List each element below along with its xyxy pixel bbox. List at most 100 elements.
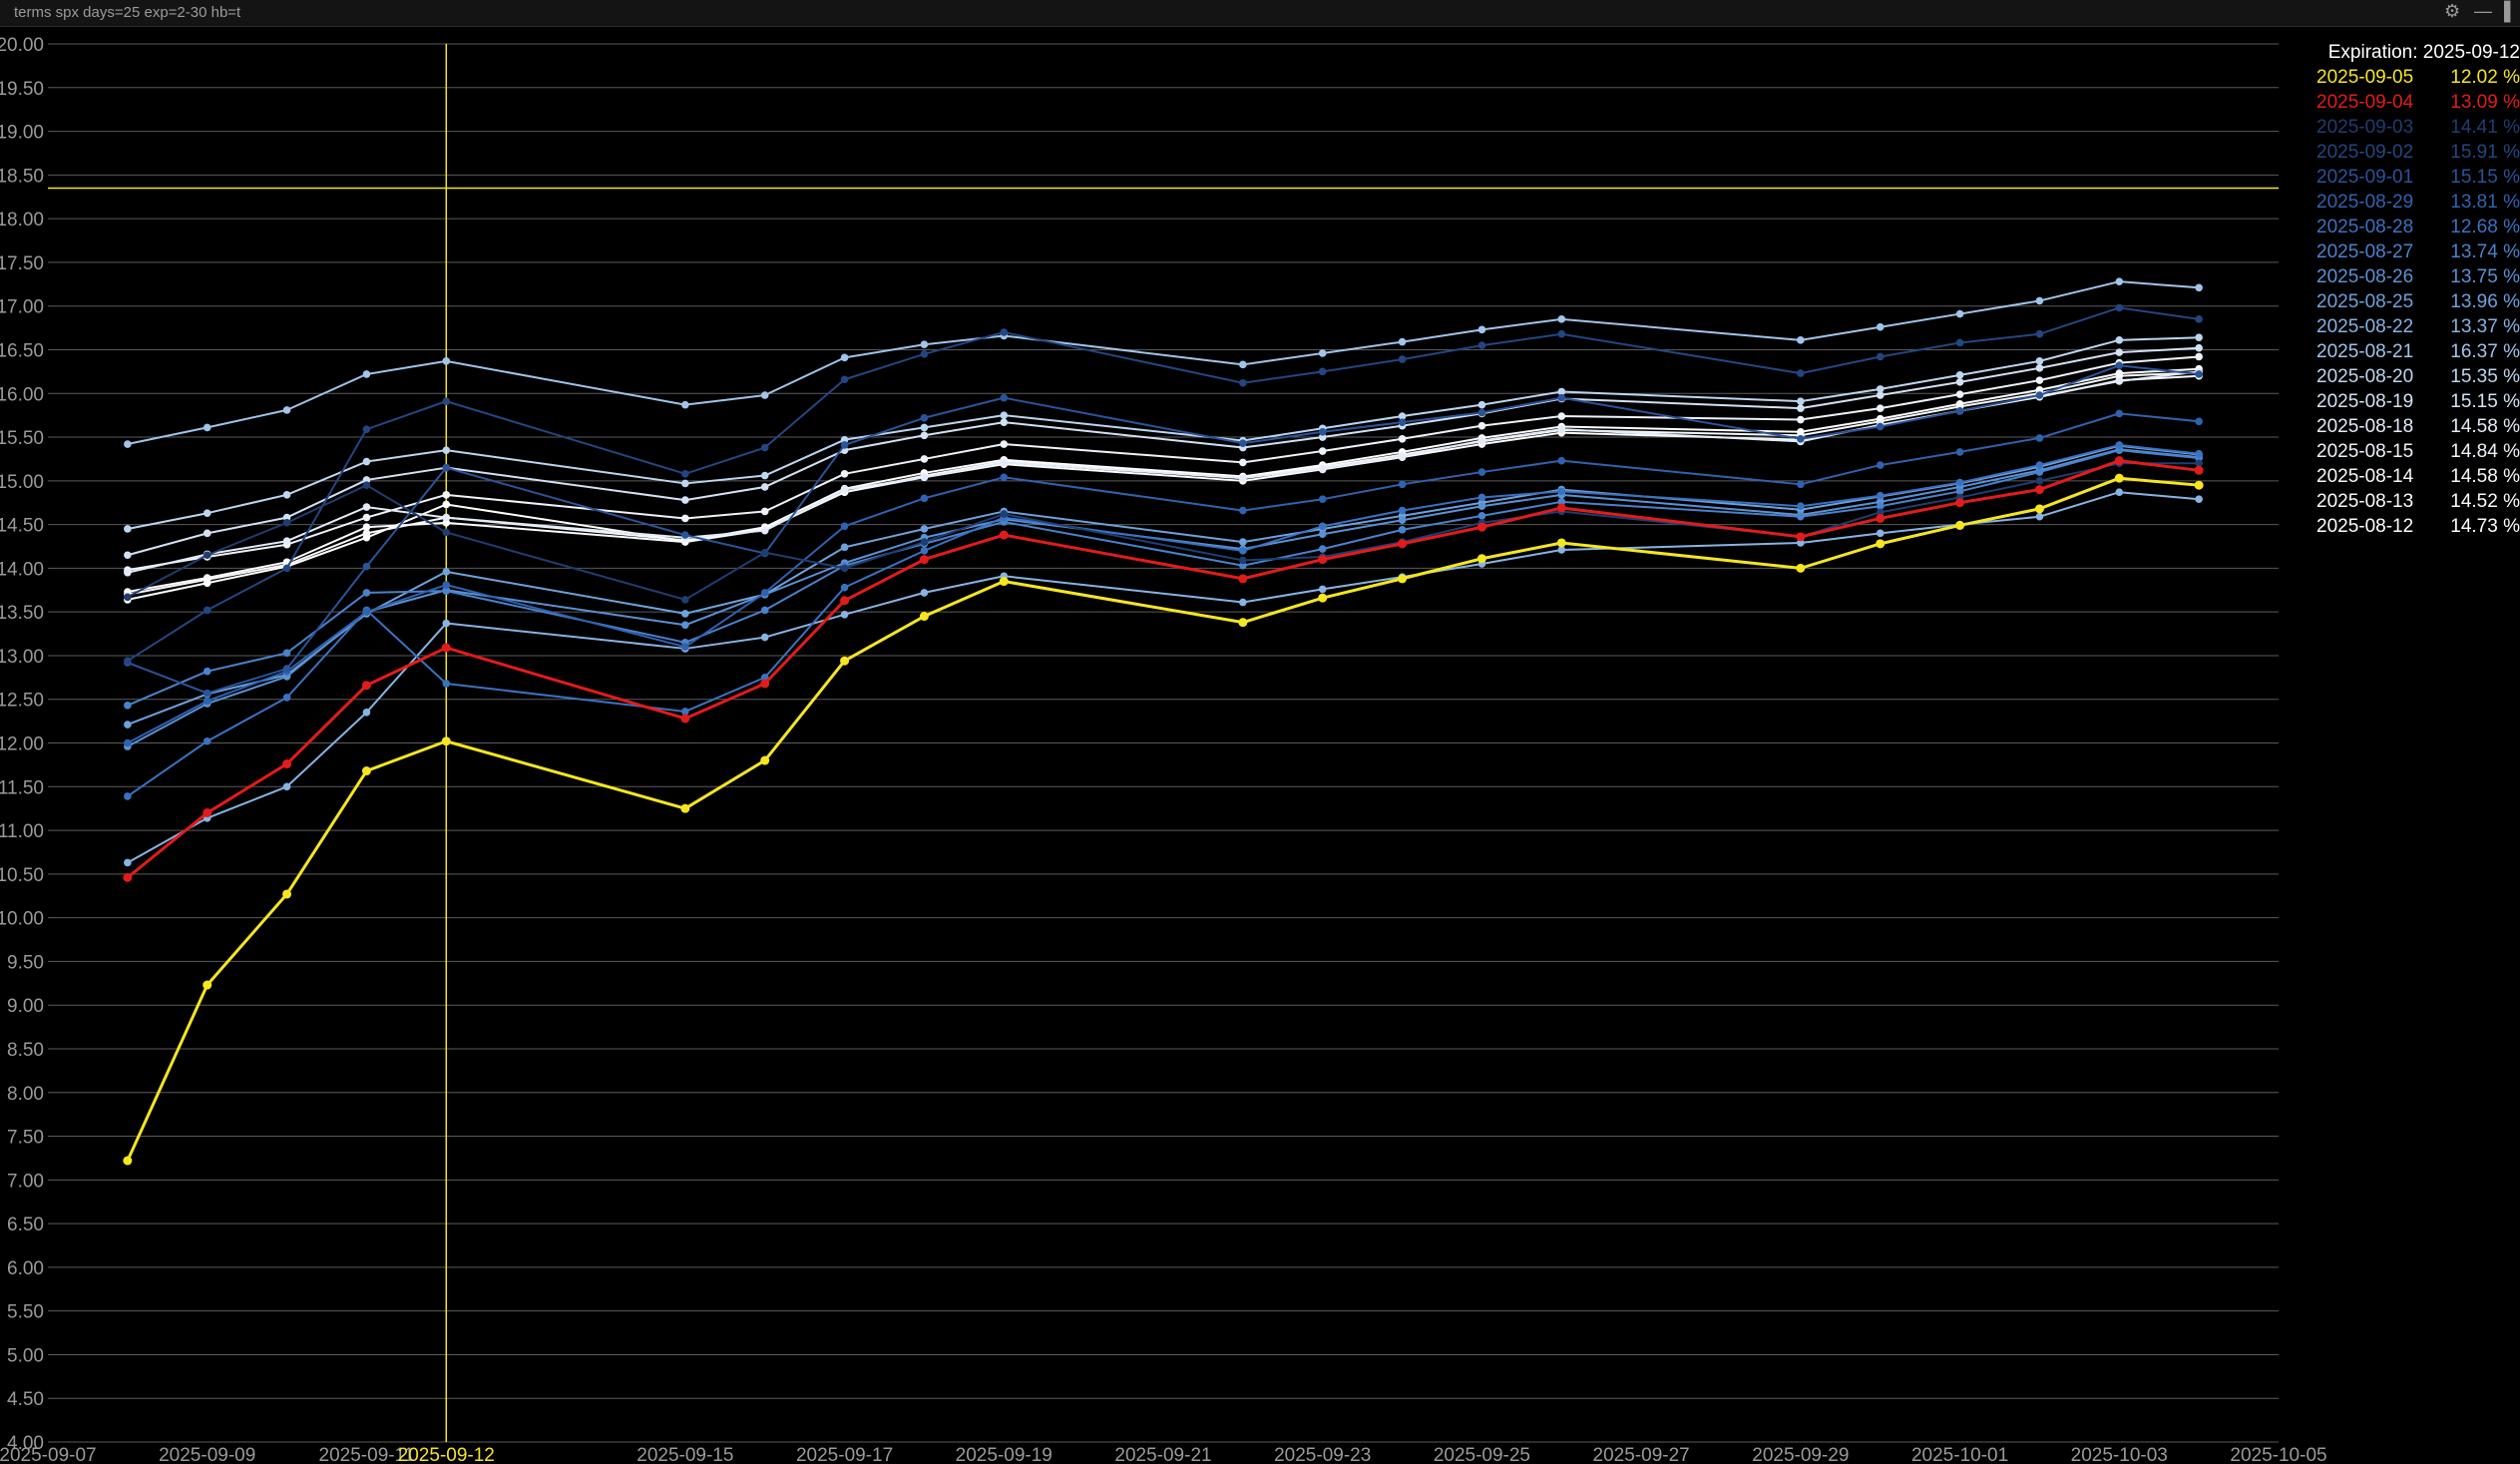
y-tick-label: 11.50	[0, 777, 44, 798]
data-point	[920, 494, 929, 503]
legend-item: 2025-08-15 14.84 %	[2310, 439, 2520, 464]
legend-item-value: 14.58 %	[2450, 416, 2520, 437]
data-point	[840, 596, 850, 606]
data-point	[442, 528, 451, 537]
data-point	[442, 463, 451, 472]
y-tick-label: 20.00	[0, 35, 44, 56]
y-tick-label: 12.00	[0, 734, 44, 755]
legend-item-label: 2025-08-14	[2316, 466, 2414, 487]
data-point	[2195, 352, 2203, 361]
legend-item-value: 12.02 %	[2450, 67, 2520, 88]
data-point	[442, 513, 451, 522]
x-tick-label: 2025-09-07	[0, 1445, 97, 1464]
data-point	[999, 530, 1009, 540]
y-tick-label: 12.50	[0, 691, 44, 712]
y-tick-label: 13.00	[0, 647, 44, 668]
data-point	[362, 476, 371, 484]
data-point	[1876, 422, 1885, 431]
data-point	[282, 782, 291, 791]
y-tick-label: 13.50	[0, 603, 44, 624]
series-line	[127, 449, 2200, 707]
data-point	[1398, 539, 1408, 549]
data-point	[362, 503, 371, 511]
y-tick-label: 14.00	[0, 559, 44, 580]
legend-item-label: 2025-09-01	[2316, 167, 2414, 188]
data-point	[1797, 397, 1805, 405]
data-point	[203, 551, 211, 560]
data-point	[2115, 348, 2124, 356]
data-point	[1477, 341, 1486, 349]
legend-item-value: 15.15 %	[2450, 167, 2520, 188]
data-point	[2195, 495, 2203, 504]
data-point	[681, 470, 689, 478]
data-point	[282, 673, 291, 681]
data-point	[1238, 618, 1248, 628]
data-point	[1318, 349, 1327, 357]
x-tick-label: 2025-09-19	[956, 1445, 1052, 1464]
series-line	[126, 476, 2200, 1162]
legend-item-label: 2025-08-19	[2316, 391, 2414, 412]
data-point	[1955, 390, 1964, 398]
data-point	[1955, 371, 1964, 379]
data-point	[1477, 512, 1486, 520]
gear-icon[interactable]: ⚙	[2444, 1, 2461, 21]
y-tick-label: 8.00	[7, 1084, 44, 1105]
data-point	[2115, 377, 2124, 385]
data-point	[1398, 526, 1407, 534]
data-point	[2034, 504, 2044, 514]
data-point	[203, 808, 212, 818]
legend-item-label: 2025-08-29	[2316, 192, 2414, 213]
legend-header: Expiration: 2025-09-12	[2327, 42, 2520, 63]
y-tick-label: 4.00	[7, 1433, 44, 1454]
minimize-button[interactable]: —	[2474, 1, 2492, 21]
data-point	[760, 391, 769, 399]
legend-item: 2025-08-28 12.68 %	[2310, 215, 2520, 240]
data-point	[2195, 333, 2203, 342]
data-point	[1318, 427, 1327, 436]
data-point	[840, 485, 849, 494]
legend-item-label: 2025-09-05	[2316, 67, 2414, 88]
window-title: terms spx days=25 exp=2-30 hb=t	[14, 4, 241, 21]
y-tick-label: 8.50	[7, 1040, 44, 1061]
data-point	[1477, 468, 1486, 476]
data-point	[681, 479, 689, 488]
data-point	[1557, 315, 1566, 323]
data-point	[2115, 361, 2124, 370]
data-point	[442, 519, 451, 527]
data-point	[1477, 325, 1486, 334]
data-point	[123, 1156, 133, 1166]
legend-item: 2025-08-18 14.58 %	[2310, 414, 2520, 439]
y-tick-label: 16.50	[0, 340, 44, 361]
close-button[interactable]: ▌	[2504, 1, 2517, 21]
x-tick-label: 2025-09-25	[1434, 1445, 1530, 1464]
data-point	[840, 522, 849, 531]
legend-item: 2025-08-13 14.52 %	[2310, 489, 2520, 514]
legend-item-label: 2025-08-22	[2316, 316, 2414, 337]
data-point	[362, 513, 371, 522]
data-point	[1239, 360, 1247, 369]
data-point	[1318, 495, 1327, 504]
data-point	[2195, 459, 2203, 468]
data-point	[362, 709, 371, 717]
data-point	[681, 514, 689, 523]
data-point	[362, 481, 371, 489]
y-tick-label: 5.50	[7, 1302, 44, 1323]
data-point	[919, 555, 929, 565]
legend-item-label: 2025-08-20	[2316, 366, 2414, 387]
data-point	[2115, 446, 2124, 454]
data-point	[1876, 385, 1885, 393]
data-point	[282, 513, 291, 522]
data-point	[1000, 473, 1009, 482]
data-point	[362, 608, 371, 616]
data-point	[123, 872, 133, 882]
x-tick-label: 2025-09-11	[319, 1445, 415, 1464]
data-point	[920, 340, 929, 349]
data-point	[282, 406, 291, 414]
data-point	[760, 526, 769, 535]
legend-item-value: 14.41 %	[2450, 117, 2520, 138]
data-point	[282, 564, 291, 573]
data-point	[1239, 474, 1247, 482]
data-point	[760, 507, 769, 516]
data-point	[920, 423, 929, 432]
data-point	[442, 446, 451, 454]
